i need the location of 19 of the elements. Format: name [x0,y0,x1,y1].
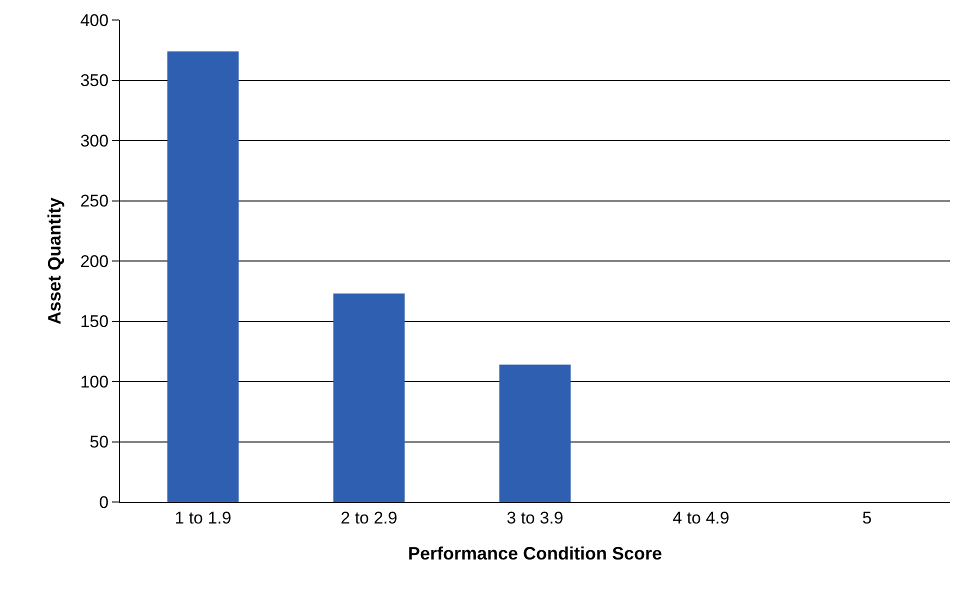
x-tick-label: 2 to 2.9 [340,508,398,528]
y-tick-label: 200 [80,252,109,271]
y-tick-label: 350 [80,71,109,90]
y-tick-label: 300 [80,131,109,150]
bar [167,51,239,502]
bar [333,294,405,502]
y-tick-label: 250 [80,192,109,211]
y-tick-label: 400 [80,10,109,30]
x-tick-label: 4 to 4.9 [672,508,730,528]
y-tick-label: 0 [99,492,109,512]
x-axis-title: Performance Condition Score [408,544,662,564]
x-tick-label: 1 to 1.9 [174,508,232,528]
y-axis-title: Asset Quantity [44,197,64,325]
x-tick-label: 3 to 3.9 [506,508,564,528]
y-tick-label: 50 [90,432,109,452]
bar [499,364,571,502]
y-tick-label: 150 [80,312,109,332]
x-tick-label: 5 [862,508,872,528]
y-tick-label: 100 [80,372,109,392]
